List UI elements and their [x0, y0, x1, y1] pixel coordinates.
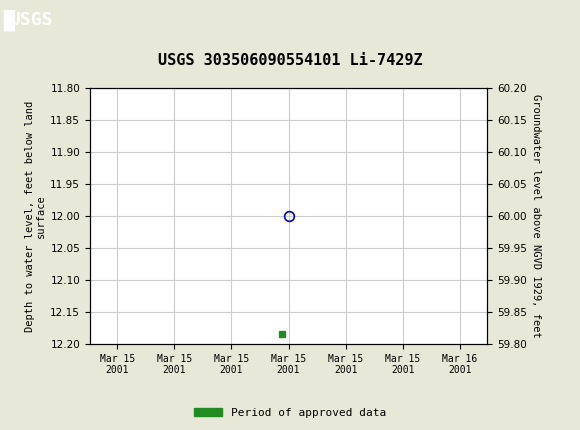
Text: █: █ — [3, 10, 14, 31]
Y-axis label: Depth to water level, feet below land
surface: Depth to water level, feet below land su… — [24, 101, 46, 332]
Text: USGS 303506090554101 Li-7429Z: USGS 303506090554101 Li-7429Z — [158, 53, 422, 68]
Legend: Period of approved data: Period of approved data — [190, 403, 390, 422]
Y-axis label: Groundwater level above NGVD 1929, feet: Groundwater level above NGVD 1929, feet — [531, 94, 541, 338]
Text: USGS: USGS — [9, 12, 52, 29]
